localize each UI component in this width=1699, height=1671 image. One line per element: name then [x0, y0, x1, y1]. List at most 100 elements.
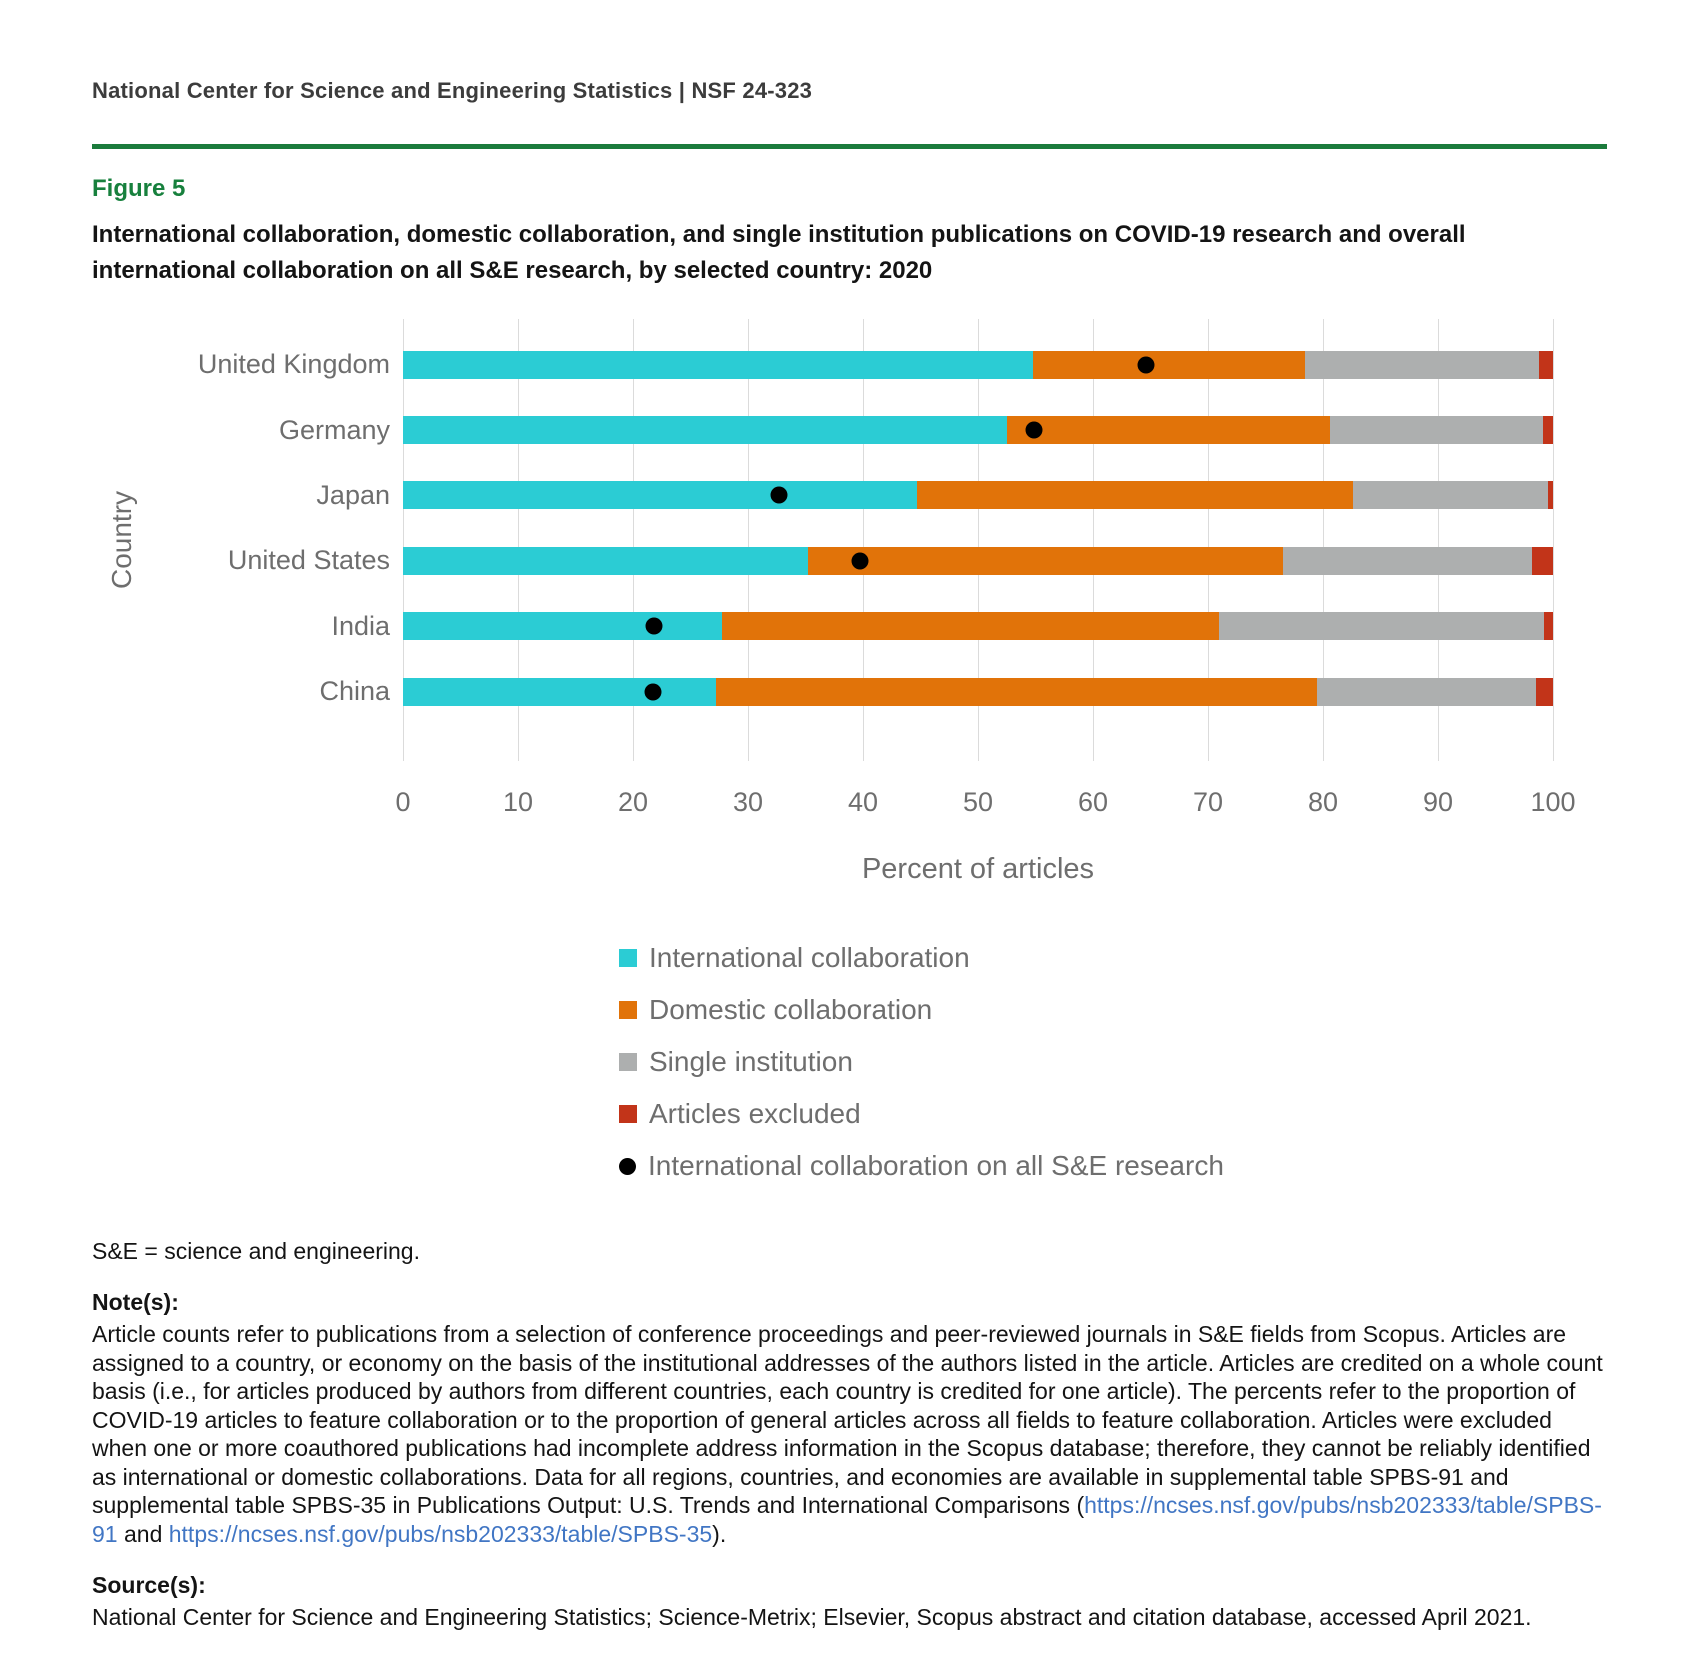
y-category-label-united-states: United States — [227, 545, 390, 576]
x-tick-label-60: 60 — [1077, 787, 1109, 817]
bar-track-germany — [403, 416, 1553, 445]
x-tick-label-10: 10 — [502, 787, 534, 817]
y-axis-title: Country — [106, 490, 137, 590]
gridline-60 — [1093, 319, 1094, 761]
articles-excluded-segment — [1548, 481, 1553, 510]
legend-item-international-collaboration: International collaboration — [619, 932, 1607, 984]
source-text: National Center for Science and Engineer… — [92, 1604, 1532, 1630]
bar-track-japan — [403, 481, 1553, 510]
note-link-spbs-91[interactable]: https://ncses.nsf.gov/pubs/nsb202333/tab… — [92, 1492, 1602, 1547]
legend-label: International collaboration on all S&E r… — [648, 1150, 1224, 1181]
x-tick-label-90: 90 — [1422, 787, 1454, 817]
single-institution-segment — [1317, 677, 1536, 706]
legend-square-swatch — [619, 949, 637, 967]
articles-excluded-segment — [1542, 416, 1553, 445]
stacked-bar-chart: United Kingdom Germany Japan United States I… — [92, 319, 1607, 1192]
x-tick-label-80: 80 — [1307, 787, 1339, 817]
plot-area: United Kingdom Germany Japan United States I… — [106, 319, 1554, 761]
chart-legend: International collaboration Domestic coll… — [619, 932, 1607, 1192]
domestic-collaboration-segment — [807, 546, 1283, 575]
international-collaboration-segment — [403, 546, 808, 575]
bar-row-japan — [403, 463, 1553, 528]
bar-row-india — [403, 594, 1553, 659]
legend-label: Single institution — [649, 1046, 853, 1077]
domestic-collaboration-segment — [917, 481, 1353, 510]
international-collaboration-segment — [403, 612, 722, 641]
bar-row-china — [403, 659, 1553, 724]
bar-track-india — [403, 612, 1553, 641]
all-se-research-dot — [1137, 356, 1155, 374]
gridline-20 — [633, 319, 634, 761]
legend-label: International collaboration — [649, 942, 970, 973]
articles-excluded-segment — [1543, 612, 1553, 641]
document-header: National Center for Science and Engineer… — [92, 78, 813, 103]
all-se-research-dot — [645, 617, 663, 635]
domestic-collaboration-segment — [715, 677, 1318, 706]
x-tick-label-50: 50 — [962, 787, 994, 817]
legend-square-swatch — [619, 1001, 637, 1019]
legend-label: Domestic collaboration — [649, 994, 933, 1025]
bar-track-united-kingdom — [403, 350, 1553, 379]
x-axis-title: Percent of articles — [861, 853, 1095, 885]
domestic-collaboration-segment — [1006, 416, 1330, 445]
all-se-research-dot — [1025, 421, 1043, 439]
figure-title: International collaboration, domestic co… — [92, 221, 1466, 284]
x-tick-label-70: 70 — [1192, 787, 1224, 817]
figure-label: Figure 5 — [92, 175, 186, 202]
single-institution-segment — [1329, 416, 1543, 445]
notes-text-part2: and — [117, 1520, 169, 1547]
page: National Center for Science and Engineer… — [92, 78, 1607, 1630]
all-se-research-dot — [770, 486, 788, 504]
single-institution-segment — [1219, 612, 1544, 641]
all-se-research-dot — [851, 552, 869, 570]
articles-excluded-segment — [1532, 546, 1553, 575]
note-link-spbs-35[interactable]: https://ncses.nsf.gov/pubs/nsb202333/tab… — [168, 1520, 713, 1547]
legend-square-swatch — [619, 1053, 637, 1071]
x-tick-label-0: 0 — [395, 787, 411, 817]
gridline-70 — [1208, 319, 1209, 761]
single-institution-segment — [1282, 546, 1533, 575]
gridline-30 — [748, 319, 749, 761]
bar-row-germany — [403, 397, 1553, 462]
all-se-research-dot — [644, 683, 662, 701]
y-category-label-united-kingdom: United Kingdom — [197, 349, 390, 380]
articles-excluded-segment — [1539, 350, 1553, 379]
bar-track-china — [403, 677, 1553, 706]
x-tick-label-20: 20 — [617, 787, 649, 817]
bar-row-united-states — [403, 528, 1553, 593]
legend-square-swatch — [619, 1105, 637, 1123]
international-collaboration-segment — [403, 481, 918, 510]
gridline-0 — [403, 319, 404, 761]
y-category-label-germany: Germany — [278, 414, 390, 445]
notes-text: Article counts refer to publications fro… — [92, 1320, 1607, 1548]
gridline-50 — [978, 319, 979, 761]
international-collaboration-segment — [403, 677, 716, 706]
single-institution-segment — [1304, 350, 1540, 379]
y-category-label-china: China — [319, 676, 390, 707]
source-heading: Source(s): — [92, 1572, 206, 1598]
domestic-collaboration-segment — [1033, 350, 1305, 379]
legend-item-single-institution: Single institution — [619, 1036, 1607, 1088]
legend-item-domestic-collaboration: Domestic collaboration — [619, 984, 1607, 1036]
legend-item-international-collaboration-on-all-s-e-research: International collaboration on all S&E r… — [619, 1140, 1607, 1192]
legend-circle-swatch — [619, 1157, 636, 1175]
bar-track-united-states — [403, 546, 1553, 575]
bar-rows — [403, 319, 1553, 761]
domestic-collaboration-segment — [721, 612, 1220, 641]
single-institution-segment — [1352, 481, 1549, 510]
y-axis-category-labels: United Kingdom Germany Japan United States I… — [92, 319, 390, 724]
international-collaboration-segment — [403, 350, 1034, 379]
green-divider-rule — [92, 144, 1607, 149]
x-tick-label-40: 40 — [847, 787, 879, 817]
gridline-40 — [863, 319, 864, 761]
abbreviation-note: S&E = science and engineering. — [92, 1238, 420, 1264]
notes-heading: Note(s): — [92, 1289, 179, 1315]
plot-column: United Kingdom Germany Japan United States I… — [106, 319, 1576, 886]
x-tick-label-100: 100 — [1530, 787, 1576, 817]
legend-item-articles-excluded: Articles excluded — [619, 1088, 1607, 1140]
x-axis-ticks: 0 10 20 30 40 50 60 70 80 90 100 — [395, 787, 1575, 819]
y-category-label-india: India — [331, 610, 390, 641]
notes-text-part3: ). — [712, 1520, 727, 1547]
notes-text-part1: Article counts refer to publications fro… — [92, 1321, 1603, 1518]
x-tick-label-30: 30 — [732, 787, 764, 817]
